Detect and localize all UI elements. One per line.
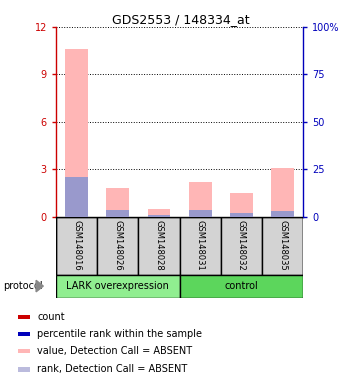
Bar <box>180 275 303 298</box>
Bar <box>148 215 170 217</box>
Bar <box>138 217 180 275</box>
Bar <box>189 210 212 217</box>
Text: GSM148032: GSM148032 <box>237 220 246 271</box>
Bar <box>271 211 294 217</box>
Text: GDS2553 / 148334_at: GDS2553 / 148334_at <box>112 13 249 26</box>
Text: GSM148031: GSM148031 <box>196 220 205 271</box>
Bar <box>18 315 30 319</box>
Text: GSM148016: GSM148016 <box>72 220 81 271</box>
Text: count: count <box>37 312 65 322</box>
Text: value, Detection Call = ABSENT: value, Detection Call = ABSENT <box>37 346 192 356</box>
Bar <box>106 189 129 217</box>
Bar <box>271 168 294 217</box>
Bar <box>65 177 88 217</box>
Bar <box>18 349 30 353</box>
Bar <box>262 217 303 275</box>
Bar <box>230 193 253 217</box>
Text: rank, Detection Call = ABSENT: rank, Detection Call = ABSENT <box>37 364 187 374</box>
Text: LARK overexpression: LARK overexpression <box>66 281 169 291</box>
Text: GSM148028: GSM148028 <box>155 220 164 271</box>
Bar <box>97 217 138 275</box>
Text: protocol: protocol <box>4 281 43 291</box>
Bar <box>18 332 30 336</box>
Text: percentile rank within the sample: percentile rank within the sample <box>37 329 202 339</box>
Text: control: control <box>225 281 258 291</box>
Bar <box>221 217 262 275</box>
Text: GSM148026: GSM148026 <box>113 220 122 271</box>
Bar <box>106 210 129 217</box>
Text: GSM148035: GSM148035 <box>278 220 287 271</box>
Bar <box>230 213 253 217</box>
Bar <box>180 217 221 275</box>
Bar <box>56 275 180 298</box>
Bar <box>148 209 170 217</box>
Bar <box>65 49 88 217</box>
Bar <box>18 367 30 372</box>
Bar <box>56 217 97 275</box>
Bar <box>189 182 212 217</box>
